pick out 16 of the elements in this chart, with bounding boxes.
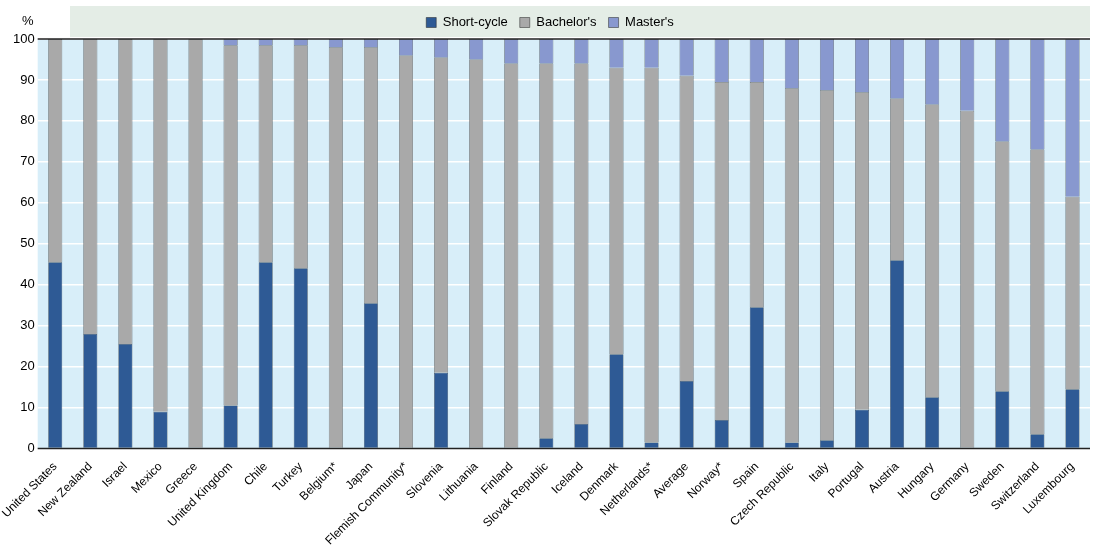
y-tick-label: 70 [20, 153, 35, 169]
y-tick-label: 10 [20, 399, 35, 415]
y-tick-label: 90 [20, 71, 35, 87]
y-tick-label: 50 [20, 235, 35, 251]
legend-label: Short-cycle [442, 14, 508, 30]
y-tick-label: 30 [20, 317, 35, 333]
y-tick-label: 0 [27, 440, 35, 456]
y-tick-label: 80 [20, 112, 35, 128]
y-tick-label: 100 [12, 30, 35, 46]
y-tick-label: 60 [20, 194, 35, 210]
y-tick-label: 40 [20, 276, 35, 292]
y-tick-label: 20 [20, 358, 35, 374]
legend-label: Master's [625, 14, 675, 30]
legend-label: Bachelor's [536, 14, 598, 30]
x-tick-label: Italy [805, 459, 832, 485]
y-axis-title: % [22, 13, 34, 29]
